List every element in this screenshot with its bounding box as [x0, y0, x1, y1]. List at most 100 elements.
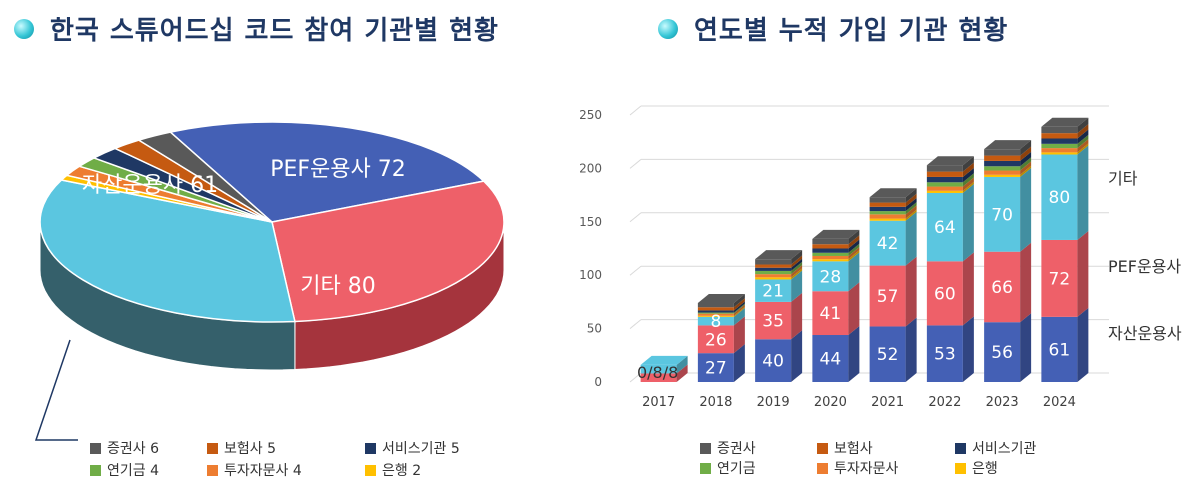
- bar-segment: [697, 353, 734, 382]
- legend-swatch: [955, 442, 966, 454]
- bar-segment: [755, 277, 792, 280]
- bar-segment-side: [962, 252, 974, 326]
- pie-label-0: 자산운용사 61: [82, 173, 218, 198]
- bar-segment-side: [962, 316, 974, 382]
- bar-top: [869, 188, 917, 198]
- bar-segment-side: [791, 255, 803, 268]
- bar-segment: [869, 265, 906, 327]
- legend-label: 연기금: [717, 461, 756, 477]
- bar-segment-side: [905, 256, 917, 327]
- bar-segment-side: [962, 156, 974, 172]
- legend-item: 투자자문사 4: [207, 460, 302, 480]
- bar-segment: [697, 302, 734, 308]
- bar-segment: [697, 325, 734, 354]
- bar-segment-side: [1020, 167, 1032, 252]
- bar-data-label: 44: [820, 350, 842, 370]
- bar-segment: [984, 170, 1021, 175]
- legend-swatch: [700, 462, 711, 474]
- bar-segment: [984, 160, 1021, 167]
- legend-item: 은행 2: [365, 460, 421, 480]
- legend-item: 증권사: [700, 438, 756, 458]
- y-tick-label: 100: [579, 268, 602, 282]
- bar-segment: [812, 335, 849, 382]
- bar-segment-side: [733, 316, 745, 354]
- bar-data-label: 72: [1049, 269, 1071, 289]
- legend-label: 은행 2: [382, 463, 422, 479]
- legend-label: 서비스기관: [972, 441, 1037, 457]
- bar-segment: [755, 259, 792, 265]
- bar-top: [755, 250, 803, 260]
- bar-segment-side: [848, 246, 860, 260]
- x-tick-label: 2022: [928, 395, 961, 410]
- bar-segment: [1041, 152, 1078, 155]
- bar-segment: [697, 307, 734, 311]
- bar-segment: [984, 155, 1021, 161]
- pie-label-1: PEF운용사 72: [270, 157, 406, 182]
- bullet-icon: [658, 18, 678, 39]
- bar-segment-side: [848, 326, 860, 382]
- bar-segment: [697, 316, 734, 326]
- bar-segment: [926, 171, 963, 177]
- bar-segment-side: [733, 307, 745, 326]
- bar-segment: [926, 261, 963, 326]
- bar-segment-side: [1020, 151, 1032, 167]
- bar-segment: [926, 176, 963, 183]
- bar-segment-side: [905, 317, 917, 382]
- bar-data-label: 80: [1049, 188, 1071, 208]
- bar-segment: [1041, 148, 1078, 153]
- bar-segment: [812, 244, 849, 249]
- bar-group-2020: 44 41 28: [812, 229, 860, 382]
- bar-segment-side: [791, 330, 803, 382]
- y-tick-label: 200: [579, 161, 602, 175]
- bar-segment-side: [905, 202, 917, 215]
- bar-segment: [812, 252, 849, 256]
- legend-swatch: [207, 442, 218, 454]
- bar-segment-side: [733, 306, 745, 317]
- bar-segment: [1041, 239, 1078, 317]
- bar-segment-side: [848, 229, 860, 245]
- bar-segment: [984, 251, 1021, 323]
- bar-segment-side: [848, 250, 860, 262]
- bar-segment-side: [1077, 143, 1089, 155]
- bar-segment: [869, 211, 906, 215]
- legend-label: 투자자문사: [834, 461, 899, 477]
- y-tick-label: 50: [587, 322, 602, 336]
- bar-segment-side: [1077, 307, 1089, 382]
- pie-tops: [39, 121, 505, 323]
- bar-data-label: 42: [877, 234, 899, 254]
- bar-segment-side: [791, 258, 803, 271]
- x-tick-label: 2023: [986, 395, 1019, 410]
- bar-segment-side: [791, 265, 803, 278]
- bar-segment-side: [962, 183, 974, 262]
- bar-segment-side: [905, 211, 917, 266]
- bar-segment: [640, 373, 677, 382]
- bar-segment: [755, 279, 792, 302]
- bar-segment-side: [1077, 124, 1089, 139]
- bar-group-2018: 27 268: [697, 293, 745, 382]
- bar-top: [640, 355, 688, 365]
- bar-segment-side: [676, 355, 688, 374]
- pie-slice-0: [168, 121, 486, 223]
- bar-segment-side: [1020, 161, 1032, 175]
- gridline-diag: [629, 212, 642, 223]
- pie-chart: 자산운용사 61 PEF운용사 72 기타 80: [34, 121, 505, 441]
- bar-data-label: 40: [762, 352, 784, 372]
- bar-segment-side: [1020, 157, 1032, 171]
- legend-swatch: [90, 442, 101, 454]
- bar-segment-side: [848, 282, 860, 336]
- bar-data-label: 28: [820, 267, 842, 287]
- legend-label: 투자자문사 4: [224, 463, 302, 479]
- bar-segment-side: [1020, 146, 1032, 161]
- legend-label: 보험사: [834, 441, 873, 457]
- legend-swatch: [90, 464, 101, 476]
- bar-data-label: 70: [991, 205, 1013, 225]
- bar-segment: [984, 174, 1021, 177]
- bar-segment-side: [1077, 145, 1089, 240]
- series-side-label: 자산운용사: [1108, 324, 1182, 343]
- bar-data-label: 0/8/8: [637, 363, 678, 382]
- bar-top: [926, 156, 974, 166]
- pie-label-2: 기타 80: [300, 274, 375, 299]
- bar-segment: [755, 274, 792, 278]
- bar-top: [984, 140, 1032, 150]
- left-chart-title-row: 한국 스튜어드십 코드 참여 기관별 현황: [14, 10, 499, 47]
